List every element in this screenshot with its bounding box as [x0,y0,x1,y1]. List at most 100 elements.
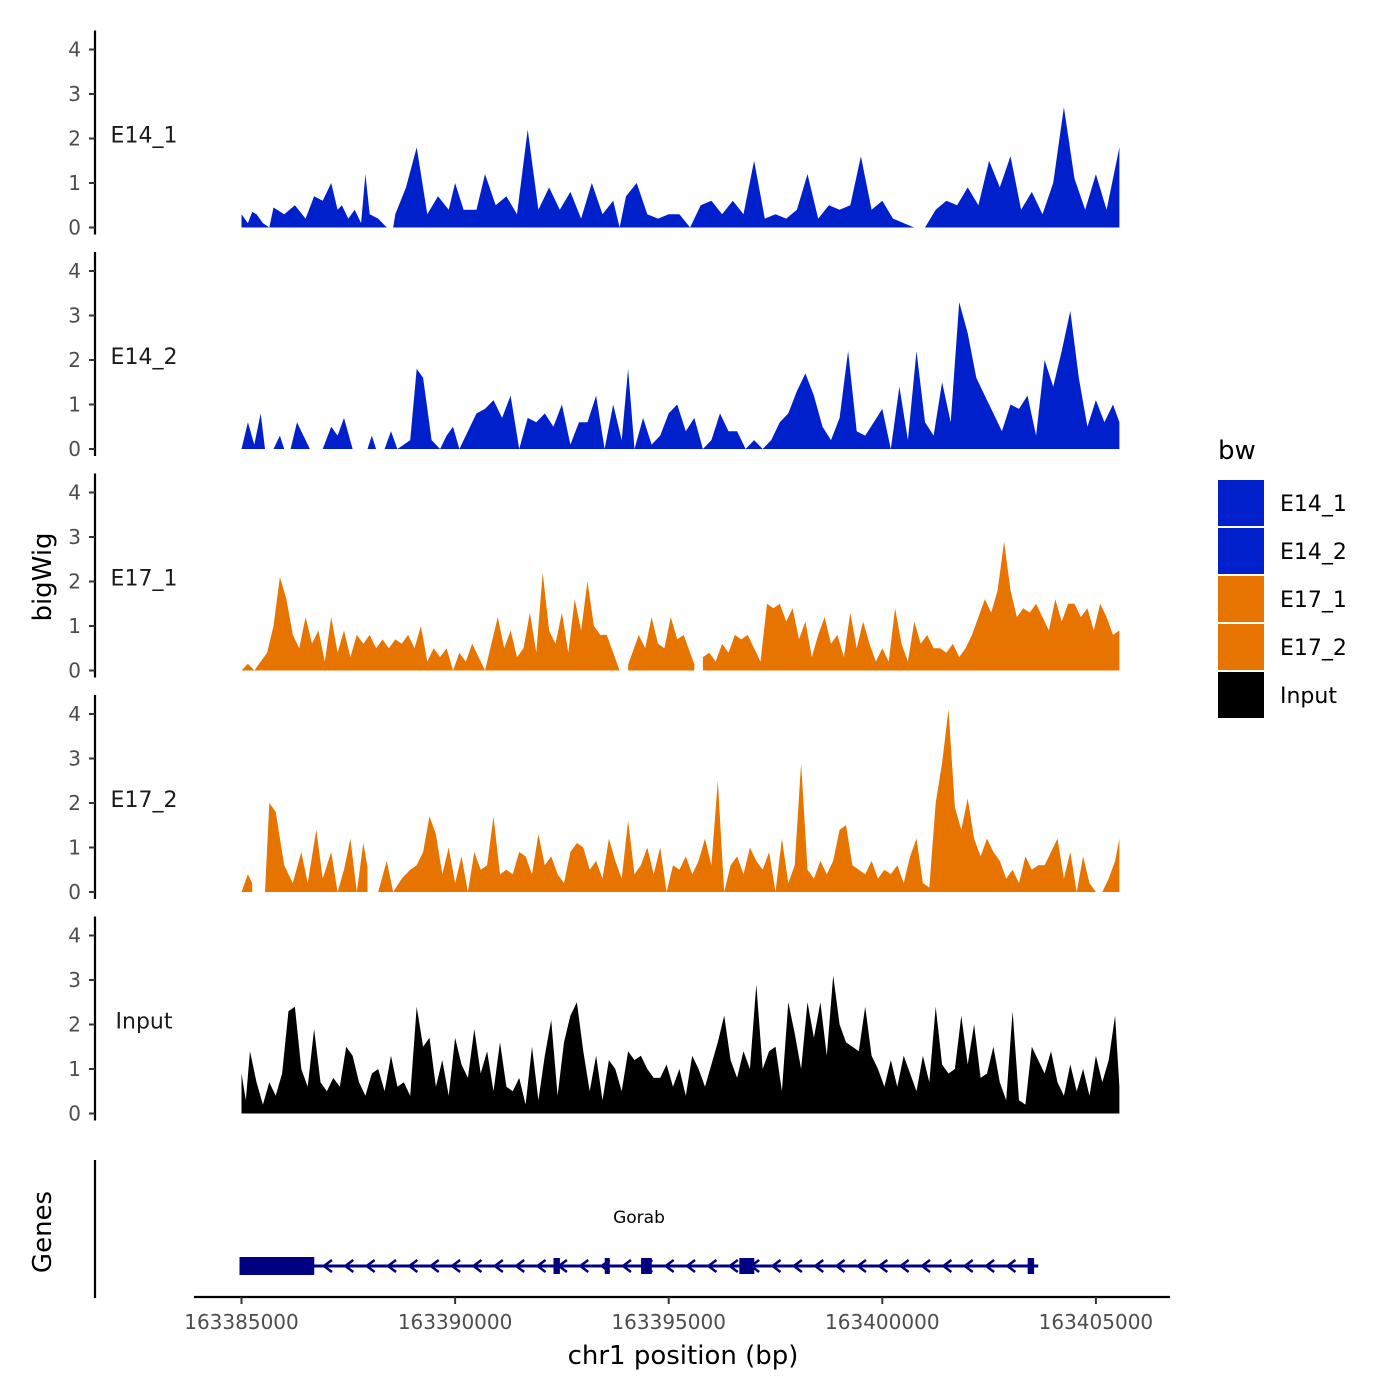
strand-arrow [941,1259,953,1273]
y-tick-label: 3 [68,968,81,992]
y-tick-label: 4 [68,924,81,948]
strand-arrow [919,1259,931,1273]
strand-arrow [684,1259,696,1273]
gene-exon [239,1257,315,1275]
strand-arrow [535,1259,547,1273]
gene-exon [553,1258,560,1274]
gene-exon [1027,1258,1035,1274]
track-e14-2: 0 1 2 3 4 E14_2 [68,252,1120,461]
signal-area-e14-1 [241,107,1120,228]
y-tick-label: 0 [68,437,81,461]
x-tick-label: 163400000 [825,1310,940,1334]
strand-arrow [1005,1259,1017,1273]
strand-arrow [428,1259,440,1273]
y-tick-label: 1 [68,614,81,638]
y-tick-label: 1 [68,393,81,417]
gene-exon [739,1258,755,1274]
y-tick-label: 1 [68,1057,81,1081]
legend-label: E14_2 [1280,540,1347,565]
strand-arrow [663,1259,675,1273]
bigwig-tracks: 0 1 2 3 4 E14_1 0 1 2 3 4 E14_2 0 1 2 3 4 E17_1 0 1 2 3 4 E17_2… [68,30,1120,1126]
strand-arrow [578,1259,590,1273]
y-tick-label: 4 [68,481,81,505]
y-tick-label: 2 [68,570,81,594]
strand-arrow [898,1259,910,1273]
gene-exon [641,1258,652,1274]
track-label: Input [116,1010,173,1035]
strand-arrow [471,1259,483,1273]
track-e17-2: 0 1 2 3 4 E17_2 [68,692,1120,904]
legend-label: E17_2 [1280,636,1347,661]
x-tick-label: 163405000 [1039,1310,1154,1334]
strand-arrow [962,1259,974,1273]
signal-area-input [241,975,1120,1114]
strand-arrow [984,1259,995,1273]
strand-arrow [620,1259,632,1273]
track-label: E14_2 [111,345,178,370]
legend-swatch-e14-1 [1218,480,1264,526]
strand-arrow [343,1259,355,1273]
y-tick-label: 3 [68,304,81,328]
y-axis-title: bigWig [28,532,58,621]
strand-arrow [364,1259,376,1273]
x-tick-label: 163395000 [611,1310,726,1334]
y-tick-label: 0 [68,216,81,240]
legend-label: E14_1 [1280,492,1347,517]
track-label: E17_1 [111,567,178,592]
strand-arrow [877,1259,889,1273]
y-tick-label: 0 [68,1102,81,1126]
strand-arrow [450,1259,461,1273]
strand-arrow [514,1259,525,1273]
signal-gap [621,470,629,672]
signal-gap [694,470,703,672]
track-e14-1: 0 1 2 3 4 E14_1 [68,30,1120,240]
strand-arrow [770,1259,782,1273]
legend: bw E14_1 E14_2 E17_1 E17_2 Input [1218,436,1347,718]
x-axis-title: chr1 position (bp) [568,1341,799,1371]
legend-swatch-e17-1 [1218,576,1264,622]
signal-gap [367,692,374,893]
legend-title: bw [1218,436,1256,466]
legend-swatch-input [1218,672,1264,718]
signal-area-e17-2 [241,709,1120,892]
x-tick-label: 163390000 [398,1310,513,1334]
strand-arrow [407,1259,419,1273]
strand-arrow [813,1259,824,1273]
y-tick-label: 1 [68,171,81,195]
x-tick-label: 163385000 [184,1310,299,1334]
strand-arrow [706,1259,718,1273]
y-tick-label: 4 [68,259,81,283]
strand-arrow [727,1259,739,1273]
legend-swatch-e14-2 [1218,528,1264,574]
gene-label: Gorab [613,1208,665,1228]
y-tick-label: 3 [68,525,81,549]
y-tick-label: 4 [68,38,81,62]
strand-arrow [834,1259,846,1273]
signal-area-e17-1 [241,541,1120,671]
signal-gap [252,692,261,893]
y-tick-label: 0 [68,659,81,683]
track-input: 0 1 2 3 4 Input [68,916,1120,1126]
strand-arrow [855,1259,867,1273]
strand-arrow [492,1259,504,1273]
legend-label: E17_1 [1280,588,1347,613]
y-tick-label: 3 [68,747,81,771]
y-tick-label: 3 [68,82,81,106]
y-tick-label: 2 [68,791,81,815]
strand-arrow [791,1259,803,1273]
gene-exon [604,1258,610,1274]
y-tick-label: 4 [68,702,81,726]
legend-swatch-e17-2 [1218,624,1264,670]
track-e17-1: 0 1 2 3 4 E17_1 [68,470,1120,683]
strand-arrow [385,1259,397,1273]
strand-arrow [321,1259,333,1273]
x-axis: 163385000 163390000 163395000 163400000 1634… [184,1295,1170,1334]
track-label: E17_2 [111,788,178,813]
track-label: E14_1 [111,124,178,149]
y-tick-label: 0 [68,880,81,904]
genes-axis-title: Genes [28,1191,58,1273]
genes-panel: Gorab [93,1160,1039,1298]
legend-label: Input [1280,684,1337,709]
y-tick-label: 2 [68,348,81,372]
